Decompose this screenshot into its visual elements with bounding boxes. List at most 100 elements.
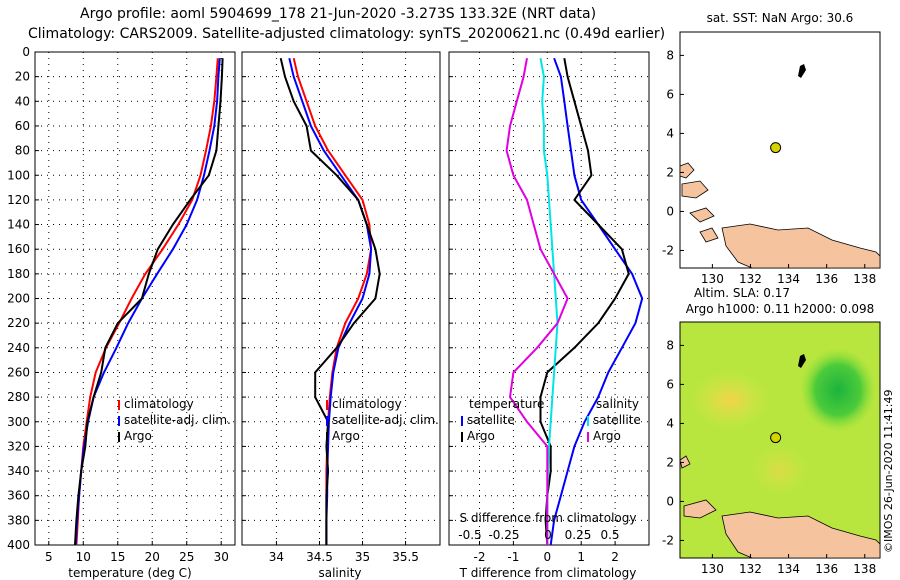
depth-tick-label: 140 — [7, 218, 30, 232]
temperature-series — [74, 58, 224, 546]
salinity-panel: 34 34.5 35 35.5 salinity climatology satell… — [241, 51, 441, 580]
land-shape — [679, 162, 695, 179]
land-shape — [681, 180, 709, 199]
lon-tick-label: 132 — [739, 272, 762, 286]
depth-tick-label: 300 — [7, 415, 30, 429]
lat-tick-label: 8 — [666, 338, 674, 352]
legend-label-t-satellite: satellite — [467, 413, 515, 427]
depth-tick-label: 100 — [7, 168, 30, 182]
x-tick-label: -1 — [507, 550, 519, 564]
land-new-guinea — [721, 511, 881, 559]
lon-tick-label: 132 — [739, 562, 762, 576]
salinity-legend: climatology satellite-adj. clim. Argo — [326, 397, 439, 443]
figure-title-line2: Climatology: CARS2009. Satellite-adjuste… — [28, 26, 666, 42]
depth-tick-label: 400 — [7, 538, 30, 552]
lat-tick-label: 8 — [666, 48, 674, 62]
x-tick-label: 2 — [611, 550, 619, 564]
argo-position-marker — [770, 432, 782, 444]
depth-tick-label: 40 — [15, 94, 30, 108]
x-tick-label: 35.5 — [392, 550, 419, 564]
lon-tick-label: 136 — [815, 272, 838, 286]
land-shape — [679, 455, 691, 469]
difference-panel: -2 -1 0 1 2 S difference from climatology -0… — [448, 51, 650, 580]
sla-map-title2: Argo h1000: 0.11 h2000: 0.098 — [686, 302, 875, 316]
sst-map-land — [679, 64, 881, 269]
lon-tick-label: 138 — [853, 272, 876, 286]
land-new-guinea — [721, 223, 881, 269]
salinity-x-ticks: 34 34.5 35 35.5 — [269, 541, 419, 564]
lat-tick-label: 0 — [666, 494, 674, 508]
legend-label-climatology: climatology — [332, 397, 402, 411]
t-difference-xlabel: T difference from climatology — [459, 566, 637, 580]
x-tick-label: 10 — [76, 550, 91, 564]
s-difference-tick-label: -0.5 — [458, 528, 481, 542]
lon-tick-label: 136 — [815, 562, 838, 576]
s-difference-tick-label: 0.5 — [600, 528, 619, 542]
difference-series — [505, 57, 644, 546]
temperature-grid — [35, 52, 235, 545]
depth-tick-label: 0 — [22, 45, 30, 59]
x-tick-label: 0 — [543, 550, 551, 564]
legend-label-s-argo: Argo — [593, 429, 621, 443]
series-temperature-argo — [539, 58, 630, 546]
lon-tick-label: 134 — [777, 562, 800, 576]
sst-map: sat. SST: NaN Argo: 30.6 130 132 134 136 138… — [662, 11, 881, 286]
lat-tick-label: -2 — [662, 243, 674, 257]
legend-label-argo: Argo — [124, 429, 152, 443]
temperature-legend: climatology satellite-adj. clim. Argo — [118, 397, 231, 443]
land-island — [798, 354, 806, 368]
lon-tick-label: 138 — [853, 562, 876, 576]
depth-tick-label: 280 — [7, 390, 30, 404]
depth-tick-label: 380 — [7, 513, 30, 527]
depth-tick-label: 60 — [15, 119, 30, 133]
depth-tick-label: 320 — [7, 439, 30, 453]
lat-tick-label: 0 — [666, 204, 674, 218]
legend-title-temperature: temperature — [469, 397, 544, 411]
legend-label-argo: Argo — [332, 429, 360, 443]
depth-tick-label: 80 — [15, 144, 30, 158]
legend-label-satellite: satellite-adj. clim. — [332, 413, 439, 427]
land-shape — [683, 499, 717, 519]
argo-position-marker — [770, 142, 782, 154]
depth-tick-label: 360 — [7, 489, 30, 503]
lat-tick-label: 6 — [666, 377, 674, 391]
legend-label-satellite: satellite-adj. clim. — [124, 413, 231, 427]
depth-tick-label: 220 — [7, 316, 30, 330]
sla-map-land — [679, 354, 881, 559]
x-tick-label: 34.5 — [306, 550, 333, 564]
salinity-xlabel: salinity — [318, 566, 361, 580]
series-temperature-satellite — [549, 57, 644, 546]
x-tick-label: 1 — [577, 550, 585, 564]
series-salinity-argo — [505, 58, 569, 545]
depth-tick-label: 200 — [7, 292, 30, 306]
depth-tick-label: 340 — [7, 464, 30, 478]
lon-tick-label: 134 — [777, 272, 800, 286]
temperature-plot-frame — [34, 51, 236, 546]
sla-map-title1: Altim. SLA: 0.17 — [694, 286, 790, 300]
land-shape — [689, 207, 715, 223]
x-tick-label: 34 — [269, 550, 284, 564]
depth-tick-label: 240 — [7, 341, 30, 355]
lat-tick-label: 6 — [666, 87, 674, 101]
sla-map-ticks: 130 132 134 136 138 8 6 4 2 0 -2 — [662, 338, 876, 576]
x-tick-label: 20 — [145, 550, 160, 564]
lon-tick-label: 130 — [701, 272, 724, 286]
legend-label-climatology: climatology — [124, 397, 194, 411]
sla-high-anomaly — [690, 370, 770, 430]
lat-tick-label: 2 — [666, 165, 674, 179]
temperature-xlabel: temperature (deg C) — [68, 566, 191, 580]
x-tick-label: 30 — [214, 550, 229, 564]
lat-tick-label: 2 — [666, 455, 674, 469]
series-argo — [279, 57, 381, 545]
legend-label-t-argo: Argo — [467, 429, 495, 443]
land-shape — [699, 227, 719, 243]
sla-low-anomaly — [800, 348, 876, 432]
series-salinity-satellite — [539, 58, 559, 545]
depth-tick-label: 120 — [7, 193, 30, 207]
legend-title-salinity: salinity — [596, 397, 639, 411]
depth-tick-label: 160 — [7, 242, 30, 256]
x-tick-label: 25 — [179, 550, 194, 564]
s-difference-ticks: -0.5 -0.25 0 0.25 0.5 — [458, 528, 619, 542]
lon-tick-label: 130 — [701, 562, 724, 576]
sst-map-ticks: 130 132 134 136 138 8 6 4 2 0 -2 — [662, 48, 876, 286]
